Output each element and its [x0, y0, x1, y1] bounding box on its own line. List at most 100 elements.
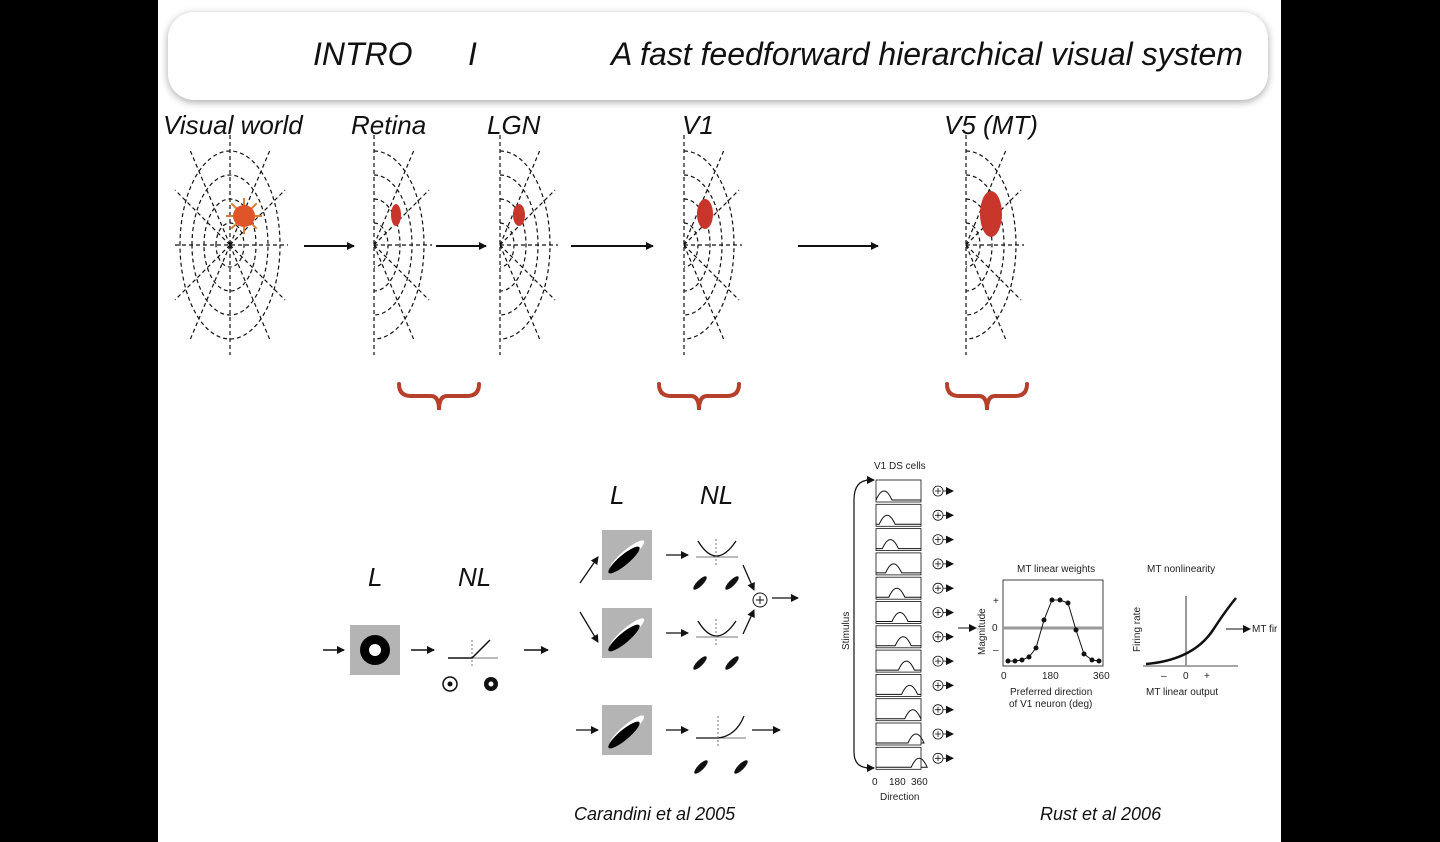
stage-label-v5: V5 (MT)	[944, 110, 1038, 140]
weights-point	[1019, 657, 1025, 663]
v5-receptive-field	[980, 191, 1002, 237]
citation-carandini: Carandini et al 2005	[574, 804, 736, 824]
weights-point	[1073, 627, 1079, 633]
weights-xtick-0: 0	[1001, 671, 1007, 682]
weights-point	[1041, 617, 1047, 623]
tuning-curve	[875, 490, 921, 501]
weights-point	[1012, 658, 1018, 664]
mid-input-arrow	[579, 611, 599, 643]
subunit-icon	[694, 760, 708, 774]
left-nl-label: NL	[458, 562, 492, 592]
stimulus-sun	[233, 205, 255, 227]
normalization-plus-icon	[935, 633, 941, 640]
stimulus-bracket-line	[853, 479, 871, 769]
tuning-curve	[876, 636, 921, 647]
polar-spoke	[373, 244, 415, 341]
weights-point	[1081, 651, 1087, 657]
polar-spoke	[683, 244, 740, 301]
polar-spoke	[499, 149, 541, 246]
tuning-panel	[875, 674, 922, 697]
nonlin-xtick-zero: 0	[1183, 671, 1189, 682]
stage-bracket	[397, 382, 481, 411]
gabor-off-lobe	[608, 546, 640, 574]
tuning-panel	[875, 746, 922, 770]
eccentricity-ring	[683, 174, 723, 316]
weights-plot-frame	[1002, 579, 1104, 667]
title-intro: INTRO	[313, 36, 413, 72]
v5-field	[965, 135, 1024, 355]
visual-world-field	[174, 135, 288, 355]
normalization-plus-icon	[935, 658, 941, 665]
subunit-icon	[693, 656, 707, 670]
tuning-curve	[876, 514, 921, 525]
title-heading: A fast feedforward hierarchical visual s…	[611, 36, 1243, 72]
normalization-plus-icon	[935, 731, 941, 737]
v1-receptive-field	[697, 199, 713, 229]
tuning-panel	[875, 649, 922, 673]
polar-spoke	[499, 189, 556, 246]
v1-ds-cells-label: V1 DS cells	[874, 461, 926, 472]
gabor-off-lobe	[608, 721, 640, 749]
nonlin-xlabel: MT linear output	[1146, 687, 1219, 698]
left-on-cell-center	[488, 681, 494, 687]
weights-point	[1005, 658, 1011, 664]
tuning-curve	[876, 757, 928, 768]
tuning-panel	[875, 552, 922, 576]
rectify-nl-curve	[696, 715, 745, 739]
polar-spoke	[373, 149, 415, 246]
tuning-curve	[876, 539, 921, 550]
left-l-label: L	[368, 562, 383, 592]
mid-input-arrow	[579, 556, 599, 584]
tuning-panel	[875, 528, 922, 551]
polar-spoke	[499, 244, 556, 301]
polar-spoke	[189, 149, 231, 246]
polar-spoke	[965, 244, 1007, 341]
stage-bracket	[657, 382, 741, 411]
polar-spoke	[229, 149, 271, 246]
nonlin-title: MT nonlinearity	[1147, 564, 1216, 575]
normalization-plus-icon	[935, 488, 941, 494]
weights-point	[1026, 654, 1032, 660]
direction-tick-180: 180	[889, 777, 906, 788]
polar-spoke	[373, 244, 430, 301]
tuning-curve	[876, 684, 921, 695]
sum-input-arrow	[742, 564, 755, 591]
slide: INTRO I A fast feedforward hierarchical …	[158, 0, 1281, 842]
tuning-curve	[876, 733, 925, 744]
nonlin-xtick-plus: +	[1204, 671, 1210, 682]
v1-field	[683, 135, 742, 355]
weights-ytick-zero: 0	[992, 623, 998, 634]
normalization-plus-icon	[935, 536, 941, 543]
weights-xtick-360: 360	[1093, 671, 1110, 682]
gabor-off-lobe	[608, 624, 640, 652]
left-off-cell-center	[447, 681, 453, 687]
diagram-graphics	[174, 135, 1251, 774]
mt-output-label: MT fir	[1252, 624, 1278, 635]
polar-spoke	[229, 244, 271, 341]
retina-receptive-field	[391, 204, 401, 226]
eccentricity-ring	[683, 198, 711, 292]
normalization-plus-icon	[935, 609, 941, 616]
polar-spoke	[189, 244, 231, 341]
eccentricity-ring	[191, 174, 269, 316]
nonlin-curve	[1145, 597, 1237, 666]
eccentricity-ring	[965, 198, 993, 292]
left-nl-curve	[448, 639, 491, 659]
tuning-panel	[875, 698, 922, 722]
tuning-curve	[876, 709, 922, 720]
eccentricity-ring	[373, 198, 401, 292]
subunit-icon	[734, 760, 748, 774]
polar-spoke	[683, 149, 725, 246]
tuning-panel	[875, 503, 922, 527]
weights-ytick-plus: +	[993, 596, 999, 607]
polar-spoke	[683, 244, 725, 341]
polar-spoke	[229, 244, 286, 301]
stimulus-ray	[230, 222, 238, 230]
subunit-icon	[725, 656, 739, 670]
square-nl-curve	[697, 540, 737, 557]
tuning-panel	[875, 625, 922, 649]
middle-l-label: L	[610, 480, 625, 510]
weights-point	[1049, 597, 1055, 603]
stimulus-ray	[250, 202, 258, 210]
nonlin-xtick-minus: –	[1161, 671, 1167, 682]
